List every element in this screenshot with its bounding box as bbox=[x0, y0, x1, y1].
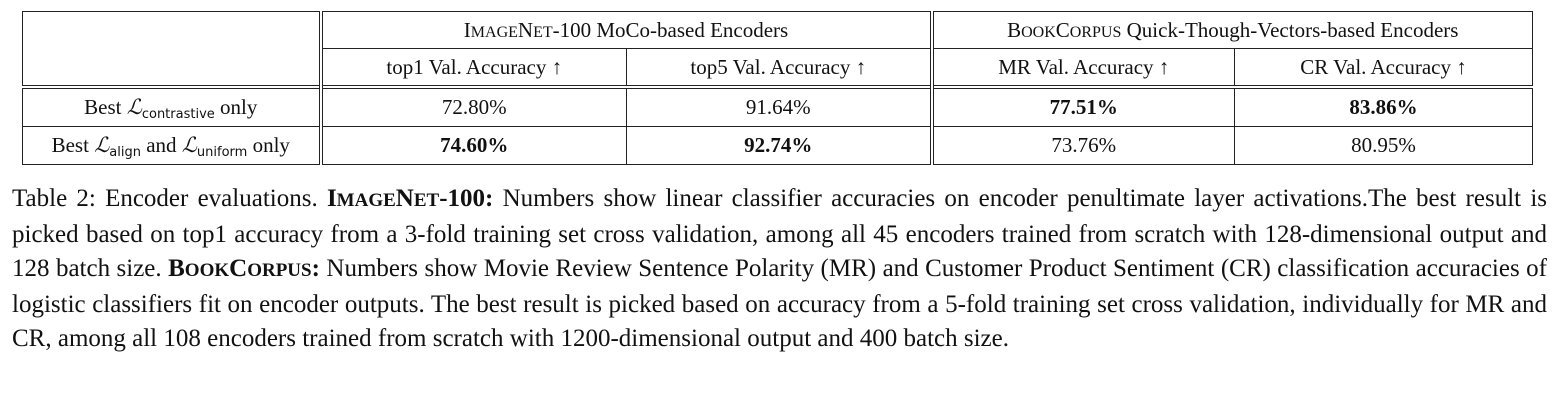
cell-top1: 72.80% bbox=[318, 85, 627, 127]
group-header-row: IMAGENET-100 MoCo-based Encoders BOOKCOR… bbox=[22, 11, 1534, 88]
results-table-container: IMAGENET-100 MoCo-based Encoders BOOKCOR… bbox=[22, 11, 1534, 165]
caption-bookcorpus-label: BOOKCORPUS: bbox=[168, 255, 320, 282]
bookcorpus-group-header: BOOKCORPUS Quick-Though-Vectors-based En… bbox=[929, 11, 1534, 49]
cell-top5: 91.64% bbox=[625, 85, 933, 127]
cell-mr: 77.51% bbox=[929, 85, 1236, 127]
corner-cell bbox=[22, 11, 321, 88]
cell-top1: 74.60% bbox=[318, 126, 627, 165]
caption-imagenet-label: IMAGENET-100: bbox=[326, 185, 494, 212]
col-header-cr: CR Val. Accuracy ↑ bbox=[1234, 48, 1534, 88]
table-row: Best ℒalign and ℒuniform only 74.60% 92.… bbox=[22, 126, 1534, 165]
table-row: Best ℒcontrastive only 72.80% 91.64% 77.… bbox=[22, 85, 1534, 127]
row-label: Best ℒalign and ℒuniform only bbox=[22, 126, 321, 165]
col-header-mr: MR Val. Accuracy ↑ bbox=[929, 48, 1236, 88]
cell-top5: 92.74% bbox=[625, 126, 933, 165]
results-table: IMAGENET-100 MoCo-based Encoders BOOKCOR… bbox=[22, 11, 1534, 165]
row-label: Best ℒcontrastive only bbox=[22, 85, 321, 127]
imagenet-group-header: IMAGENET-100 MoCo-based Encoders bbox=[318, 11, 933, 49]
cell-mr: 73.76% bbox=[929, 126, 1236, 165]
cell-cr: 80.95% bbox=[1234, 126, 1534, 165]
caption-part2: Numbers show Movie Review Sentence Polar… bbox=[12, 255, 1547, 352]
table-caption: Table 2: Encoder evaluations. IMAGENET-1… bbox=[12, 182, 1547, 356]
col-header-top5: top5 Val. Accuracy ↑ bbox=[625, 48, 933, 88]
col-header-top1: top1 Val. Accuracy ↑ bbox=[318, 48, 627, 88]
caption-part1: Numbers show linear classifier accuracie… bbox=[12, 185, 1548, 282]
caption-prefix: Table 2: Encoder evaluations. bbox=[12, 185, 327, 212]
cell-cr: 83.86% bbox=[1234, 85, 1534, 127]
